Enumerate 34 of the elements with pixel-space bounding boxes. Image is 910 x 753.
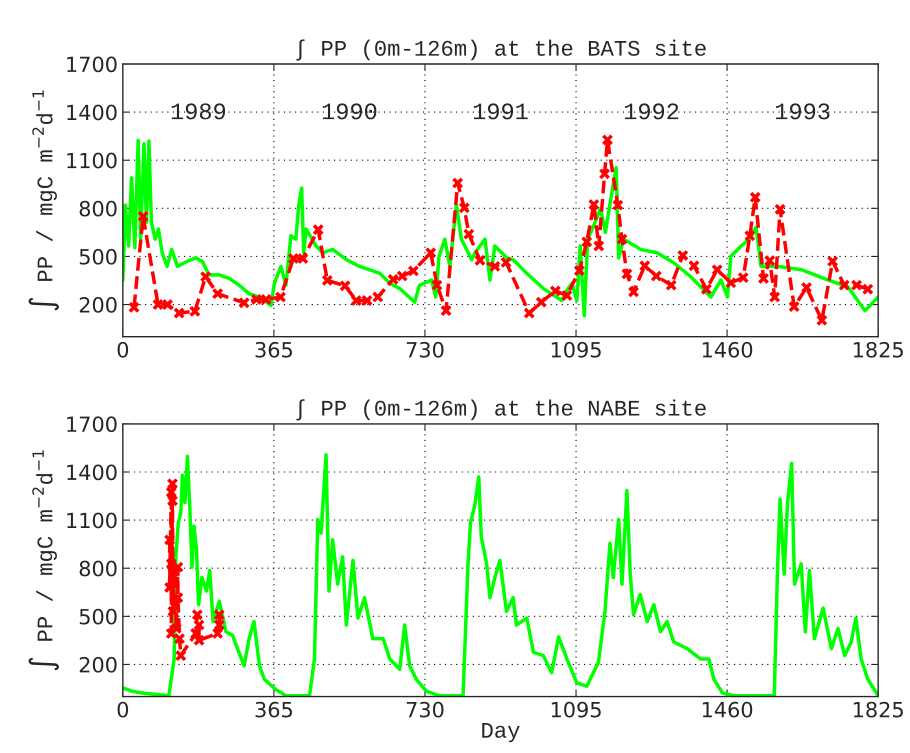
x-tick-label: 365: [256, 342, 292, 358]
x-tick-label: 365: [256, 702, 292, 718]
annotation: 1991: [474, 103, 528, 120]
y-tick-label: 1700: [67, 56, 117, 72]
y-tick-label: 1100: [67, 152, 117, 168]
y-axis-title: ∫ PP / mgC m$^{−2}$d$^{−1}$: [28, 90, 59, 311]
x-axis-title: Day: [482, 723, 520, 742]
x-tick-label: 0: [118, 342, 128, 358]
y-tick-label: 1100: [67, 512, 117, 528]
y-tick-label: 800: [80, 560, 117, 576]
x-tick-label: 1460: [702, 342, 752, 358]
x-tick-label: 730: [406, 702, 444, 718]
y-tick-label: 500: [80, 608, 117, 625]
y-tick-label: 1700: [67, 416, 117, 432]
chart-title: ∫ PP (0m-126m) at the BATS site: [296, 39, 706, 61]
x-tick-label: 1825: [854, 702, 903, 718]
x-tick-label: 730: [406, 342, 444, 358]
x-tick-label: 1460: [702, 702, 752, 718]
y-tick-label: 200: [80, 656, 117, 673]
annotation: 1989: [172, 103, 226, 120]
annotation: 1993: [776, 103, 830, 120]
chart-title: ∫ PP (0m-126m) at the NABE site: [296, 399, 706, 420]
x-tick-label: 1095: [552, 702, 601, 718]
y-tick-label: 200: [80, 297, 117, 313]
x-tick-label: 1825: [854, 342, 903, 358]
annotation: 1992: [624, 103, 678, 120]
x-tick-label: 0: [118, 702, 128, 718]
y-tick-label: 1400: [67, 464, 117, 480]
x-tick-label: 1095: [552, 342, 601, 358]
y-tick-label: 500: [80, 248, 117, 265]
y-tick-label: 800: [80, 200, 117, 217]
y-tick-label: 1400: [67, 104, 117, 120]
annotation: 1990: [322, 103, 376, 120]
y-axis-title: ∫ PP / mgC m$^{−2}$d$^{−1}$: [28, 450, 59, 670]
